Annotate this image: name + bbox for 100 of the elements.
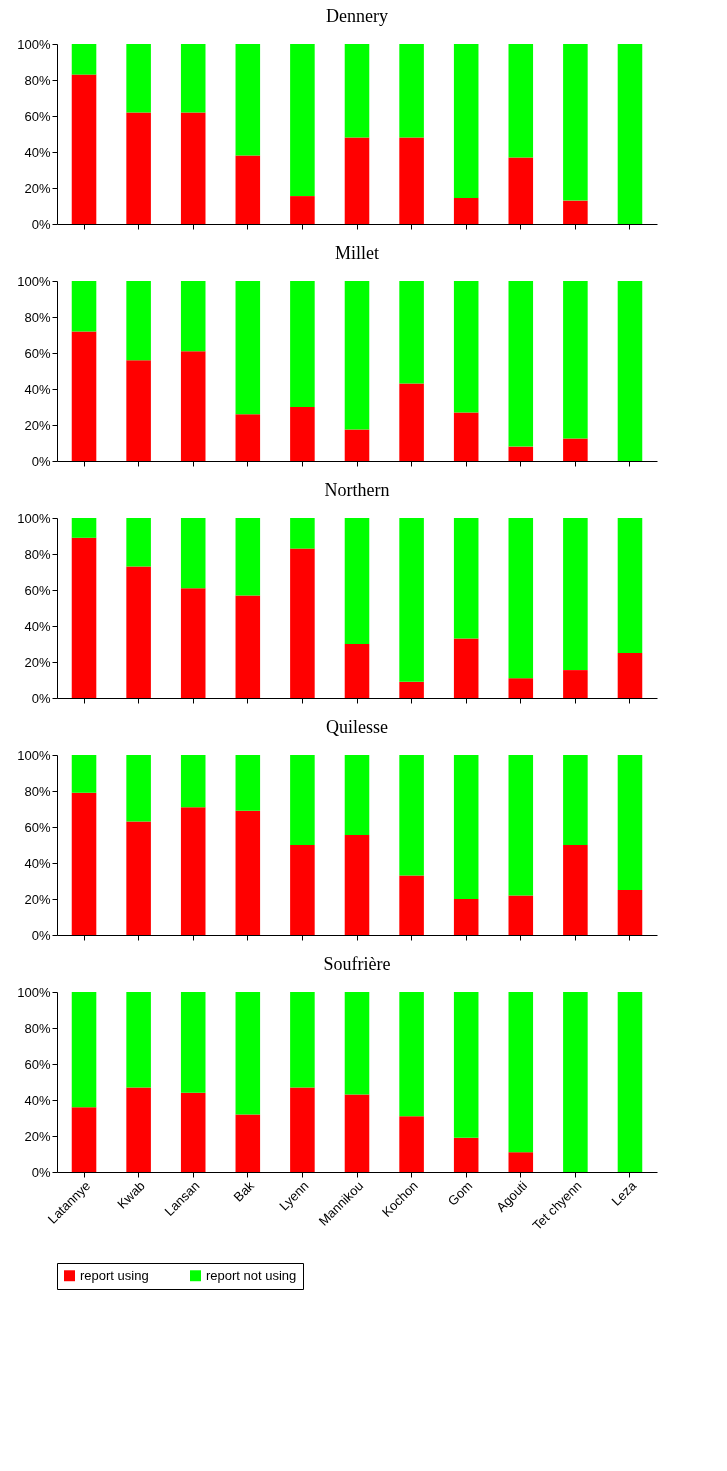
bar	[563, 518, 588, 671]
bar	[453, 1137, 479, 1172]
bar	[453, 197, 479, 224]
bar	[235, 155, 261, 224]
bar	[344, 755, 370, 836]
bar	[71, 755, 97, 793]
bar	[344, 429, 370, 461]
chart-title: Quilesse	[326, 717, 388, 737]
bar	[71, 518, 97, 538]
y-tick-label: 80%	[24, 546, 51, 562]
bar	[235, 992, 261, 1115]
bar	[71, 44, 97, 75]
bar	[508, 1152, 534, 1172]
bar	[563, 755, 588, 845]
legend-label: report not using	[206, 1267, 297, 1283]
y-tick-label: 40%	[24, 855, 51, 871]
bar	[290, 755, 315, 845]
bar	[126, 1087, 151, 1172]
bar	[563, 845, 588, 935]
bar	[180, 518, 206, 589]
bar	[453, 44, 479, 198]
chart-title: Northern	[324, 480, 390, 500]
y-tick-label: 60%	[24, 582, 51, 598]
bar	[235, 518, 261, 596]
bar	[71, 331, 97, 461]
y-tick-label: 100%	[17, 510, 51, 526]
bar	[235, 44, 261, 156]
y-tick-label: 0%	[31, 927, 51, 943]
bar	[290, 518, 315, 549]
chart-title: Millet	[335, 243, 379, 263]
y-tick-label: 100%	[17, 984, 51, 1000]
bar	[508, 44, 534, 158]
bar	[344, 644, 370, 698]
bar	[617, 755, 643, 890]
bar	[399, 992, 424, 1117]
bar	[126, 281, 151, 361]
bar	[180, 112, 206, 224]
bar	[344, 992, 370, 1095]
bar	[71, 281, 97, 332]
bar	[235, 810, 261, 935]
bar	[508, 992, 534, 1153]
bar	[453, 412, 479, 461]
bar	[563, 281, 588, 439]
x-tick-label: Bak	[230, 1177, 258, 1205]
bar	[344, 137, 370, 224]
bar	[563, 44, 588, 201]
y-tick-label: 80%	[24, 1020, 51, 1036]
bar	[344, 281, 370, 430]
bar	[617, 992, 643, 1172]
bar	[290, 992, 315, 1088]
bar	[235, 1114, 261, 1172]
y-tick-label: 60%	[24, 1056, 51, 1072]
y-tick-label: 60%	[24, 819, 51, 835]
bar	[180, 1092, 206, 1172]
bar	[344, 518, 370, 644]
bar	[399, 281, 424, 384]
bar	[290, 44, 315, 197]
bar	[453, 518, 479, 639]
y-tick-label: 20%	[24, 180, 51, 196]
y-tick-label: 80%	[24, 72, 51, 88]
bar	[71, 792, 97, 935]
bar	[508, 281, 534, 447]
y-tick-label: 40%	[24, 144, 51, 160]
bar	[126, 112, 151, 224]
bar	[180, 281, 206, 352]
bar	[290, 281, 315, 407]
bar	[563, 438, 588, 461]
bar	[71, 1107, 97, 1172]
bar	[235, 595, 261, 698]
bar	[126, 44, 151, 113]
y-tick-label: 0%	[31, 216, 51, 232]
y-tick-label: 40%	[24, 618, 51, 634]
bar	[617, 281, 643, 461]
bar	[508, 157, 534, 224]
y-tick-label: 100%	[17, 273, 51, 289]
bar	[290, 548, 315, 698]
bar	[126, 566, 151, 698]
bar	[563, 992, 588, 1172]
bar	[290, 1087, 315, 1172]
bar	[399, 681, 424, 698]
bar	[290, 196, 315, 224]
y-tick-label: 60%	[24, 108, 51, 124]
bar	[399, 875, 424, 935]
bar	[290, 845, 315, 935]
bar	[180, 755, 206, 808]
y-tick-label: 0%	[31, 1164, 51, 1180]
bar	[180, 44, 206, 113]
bar	[344, 44, 370, 138]
bar	[399, 1116, 424, 1172]
bar	[453, 992, 479, 1138]
legend-label: report using	[80, 1267, 149, 1283]
bar	[71, 74, 97, 224]
bar	[399, 137, 424, 224]
bar	[126, 755, 151, 822]
y-tick-label: 0%	[31, 453, 51, 469]
bar	[399, 755, 424, 876]
y-tick-label: 80%	[24, 309, 51, 325]
bar	[399, 518, 424, 682]
bar	[617, 890, 643, 935]
x-tick-label: Gom	[444, 1178, 476, 1209]
